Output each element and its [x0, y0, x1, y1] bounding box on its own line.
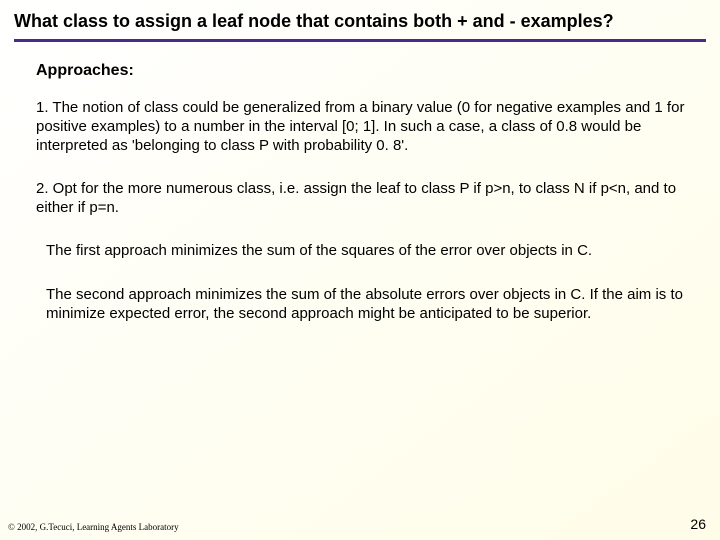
note-2-text: The second approach minimizes the sum of… — [36, 285, 690, 323]
approach-1-text: 1. The notion of class could be generali… — [36, 98, 690, 156]
slide-content: Approaches: 1. The notion of class could… — [0, 42, 720, 324]
approach-2-text: 2. Opt for the more numerous class, i.e.… — [36, 179, 690, 217]
footer-copyright: © 2002, G.Tecuci, Learning Agents Labora… — [8, 522, 179, 532]
note-1-text: The first approach minimizes the sum of … — [36, 241, 690, 260]
page-number: 26 — [690, 516, 706, 532]
slide-title: What class to assign a leaf node that co… — [14, 10, 706, 33]
title-block: What class to assign a leaf node that co… — [0, 0, 720, 42]
approaches-heading: Approaches: — [36, 62, 690, 80]
